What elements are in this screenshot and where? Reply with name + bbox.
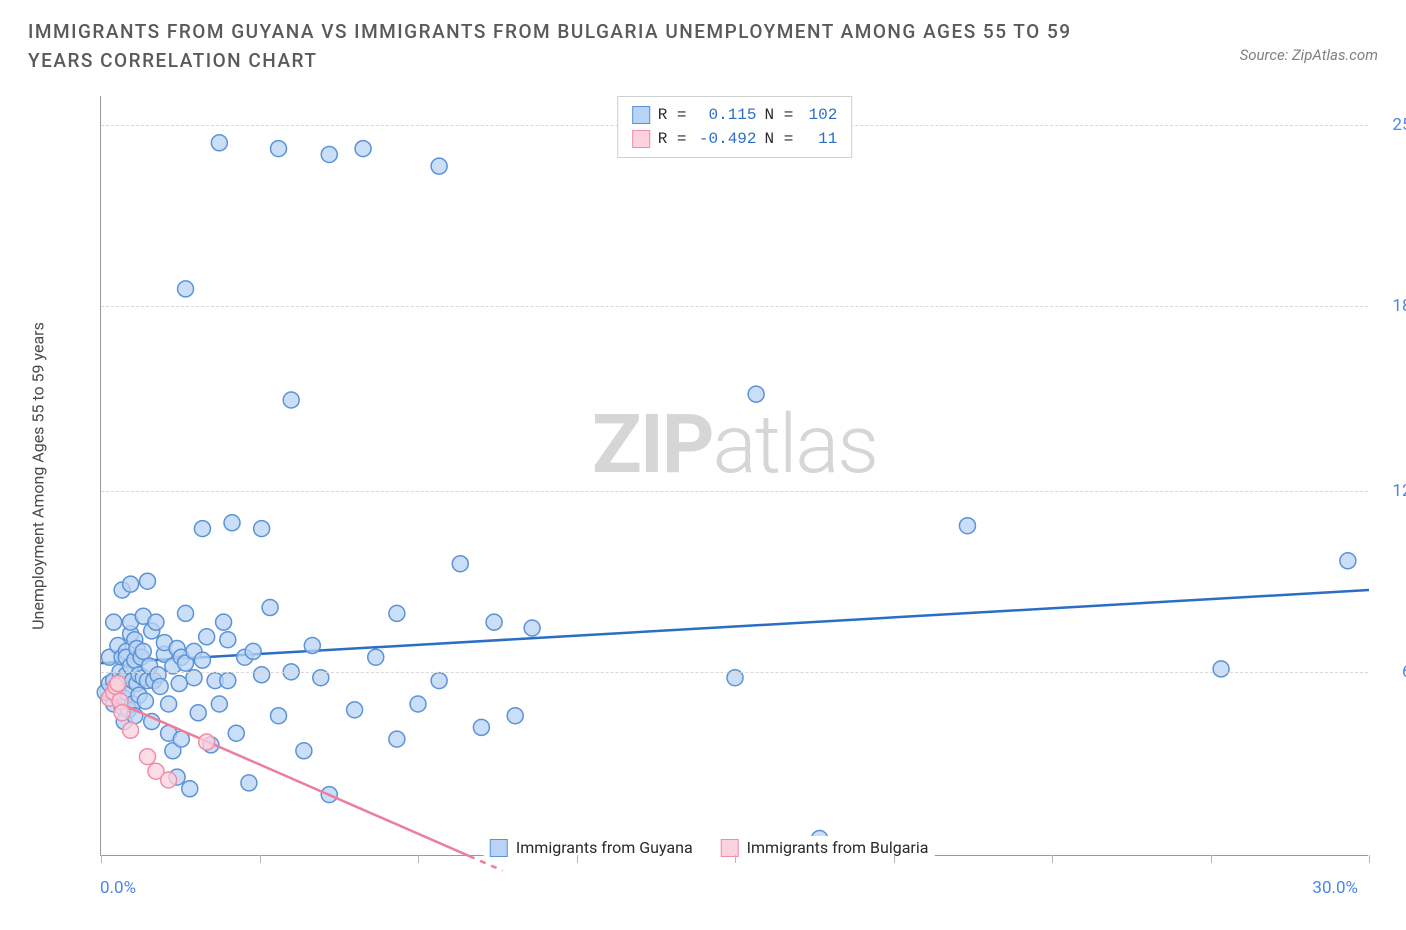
- y-tick-label: 18.8%: [1378, 296, 1406, 316]
- gridline-h: [101, 306, 1368, 307]
- x-tick: [260, 855, 261, 863]
- bottom-legend: Immigrants from Guyana Immigrants from B…: [484, 836, 935, 859]
- gridline-h: [101, 491, 1368, 492]
- x-tick: [1369, 855, 1370, 863]
- x-axis-max-label: 30.0%: [1312, 878, 1358, 898]
- plot-area: ZIPatlas R = 0.115 N = 102 R = -0.492 N …: [100, 96, 1368, 856]
- y-axis-label: Unemployment Among Ages 55 to 59 years: [29, 322, 48, 630]
- x-tick: [101, 855, 102, 863]
- r-value-bulgaria: -0.492: [695, 127, 757, 151]
- stat-row-bulgaria: R = -0.492 N = 11: [632, 127, 838, 151]
- chart-container: Unemployment Among Ages 55 to 59 years Z…: [62, 96, 1382, 896]
- x-tick: [418, 855, 419, 863]
- n-value-guyana: 102: [801, 103, 837, 127]
- stat-row-guyana: R = 0.115 N = 102: [632, 103, 838, 127]
- swatch-guyana: [632, 106, 650, 124]
- n-label: N =: [765, 103, 794, 127]
- y-tick-label: 12.5%: [1378, 481, 1406, 501]
- scatter-svg: [101, 96, 1369, 856]
- legend-label-bulgaria: Immigrants from Bulgaria: [747, 838, 929, 857]
- n-label-2: N =: [765, 127, 794, 151]
- n-value-bulgaria: 11: [801, 127, 837, 151]
- legend-item-bulgaria: Immigrants from Bulgaria: [721, 838, 929, 857]
- x-tick: [1211, 855, 1212, 863]
- x-tick: [735, 855, 736, 863]
- x-tick: [1052, 855, 1053, 863]
- x-axis-min-label: 0.0%: [100, 878, 136, 898]
- chart-title: IMMIGRANTS FROM GUYANA VS IMMIGRANTS FRO…: [28, 18, 1128, 75]
- r-label: R =: [658, 103, 687, 127]
- stat-legend: R = 0.115 N = 102 R = -0.492 N = 11: [617, 96, 853, 158]
- legend-label-guyana: Immigrants from Guyana: [516, 838, 693, 857]
- y-tick-label: 25.0%: [1378, 115, 1406, 135]
- legend-swatch-bulgaria: [721, 839, 739, 857]
- y-tick-label: 6.3%: [1378, 662, 1406, 682]
- gridline-h: [101, 672, 1368, 673]
- legend-swatch-guyana: [490, 839, 508, 857]
- x-tick: [577, 855, 578, 863]
- x-tick: [894, 855, 895, 863]
- swatch-bulgaria: [632, 130, 650, 148]
- r-label-2: R =: [658, 127, 687, 151]
- source-label: Source: ZipAtlas.com: [1240, 46, 1378, 64]
- r-value-guyana: 0.115: [695, 103, 757, 127]
- legend-item-guyana: Immigrants from Guyana: [490, 838, 693, 857]
